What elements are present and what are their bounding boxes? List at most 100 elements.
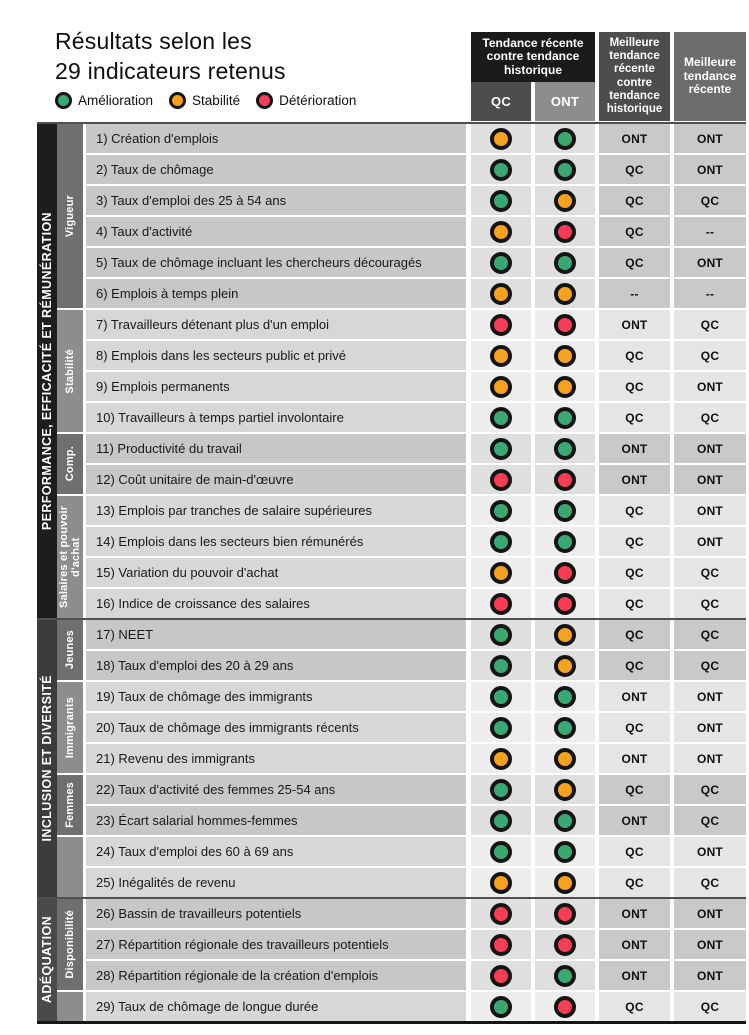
ont-status-dot-icon: [554, 685, 576, 708]
best-recent-value: ONT: [697, 844, 723, 859]
indicator-label: 29) Taux de chômage de longue durée: [96, 999, 319, 1014]
ont-status-dot-icon: [554, 437, 576, 460]
legend-item-amelioration: Amélioration: [55, 92, 153, 109]
best-recent-cell: ONT: [674, 682, 746, 711]
table-top-border: [37, 122, 746, 124]
qc-status-dot-icon: [490, 220, 512, 243]
best-vs-historic-value: ONT: [621, 441, 648, 456]
section-label-cell: INCLUSION ET DIVERSITÉ: [37, 620, 57, 897]
best-vs-historic-cell: QC: [599, 372, 670, 401]
indicator-label: 18) Taux d'emploi des 20 à 29 ans: [96, 658, 294, 673]
indicator-label-cell: 27) Répartition régionale des travailleu…: [86, 930, 466, 959]
best-vs-historic-cell: ONT: [599, 744, 670, 773]
best-vs-historic-cell: QC: [599, 620, 670, 649]
best-recent-value: --: [705, 224, 715, 239]
indicator-label: 5) Taux de chômage incluant les chercheu…: [96, 255, 422, 270]
best-recent-value: ONT: [697, 751, 723, 766]
qc-status-dot-icon: [490, 499, 512, 522]
qc-status-dot-icon: [490, 127, 512, 150]
indicator-label: 26) Bassin de travailleurs potentiels: [96, 906, 302, 921]
indicator-label-cell: 20) Taux de chômage des immigrants récen…: [86, 713, 466, 742]
section-label: PERFORMANCE, EFFICACITÉ ET RÉMUNÉRATION: [40, 211, 54, 531]
indicator-label-cell: 12) Coût unitaire de main-d'œuvre: [86, 465, 466, 494]
column-header-ont: ONT: [535, 82, 595, 121]
subgroup-label-cell: [57, 992, 83, 1021]
indicator-label: 1) Création d'emplois: [96, 131, 219, 146]
column-header-qc: QC: [471, 82, 531, 121]
best-recent-cell: ONT: [674, 155, 746, 184]
best-vs-historic-value: ONT: [621, 937, 648, 952]
ont-status-cell: [535, 620, 595, 649]
ont-status-dot-icon: [554, 344, 576, 367]
qc-status-dot-icon: [490, 406, 512, 429]
qc-status-dot-icon: [490, 840, 512, 863]
best-recent-cell: QC: [674, 775, 746, 804]
ont-status-dot-icon: [554, 406, 576, 429]
qc-status-cell: [471, 961, 531, 990]
best-recent-cell: QC: [674, 620, 746, 649]
best-vs-historic-cell: QC: [599, 837, 670, 866]
indicator-label: 7) Travailleurs détenant plus d'un emplo…: [96, 317, 330, 332]
best-recent-value: QC: [700, 348, 720, 363]
indicator-label: 14) Emplois dans les secteurs bien rémun…: [96, 534, 364, 549]
qc-status-cell: [471, 403, 531, 432]
best-recent-cell: ONT: [674, 744, 746, 773]
best-recent-cell: QC: [674, 806, 746, 835]
best-recent-cell: ONT: [674, 961, 746, 990]
indicator-label-cell: 1) Création d'emplois: [86, 124, 466, 153]
best-vs-historic-value: ONT: [621, 689, 648, 704]
qc-status-dot-icon: [490, 437, 512, 460]
best-recent-cell: --: [674, 217, 746, 246]
best-recent-value: ONT: [697, 720, 723, 735]
best-vs-historic-value: QC: [625, 255, 644, 270]
qc-status-dot-icon: [490, 809, 512, 832]
legend-item-stabilite: Stabilité: [169, 92, 240, 109]
column-header-trend-vs-historic: Tendance récente contre tendance histori…: [471, 32, 595, 82]
best-vs-historic-value: QC: [625, 627, 644, 642]
indicator-label-cell: 24) Taux d'emploi des 60 à 69 ans: [86, 837, 466, 866]
ont-status-cell: [535, 806, 595, 835]
section-divider: [37, 618, 746, 620]
legend-label: Stabilité: [192, 93, 241, 108]
ont-status-cell: [535, 868, 595, 897]
qc-status-dot-icon: [490, 995, 512, 1018]
indicator-label-cell: 6) Emplois à temps plein: [86, 279, 466, 308]
section-label-cell: PERFORMANCE, EFFICACITÉ ET RÉMUNÉRATION: [37, 124, 57, 618]
qc-status-dot-icon: [490, 530, 512, 553]
ont-status-cell: [535, 992, 595, 1021]
section-label: ADÉQUATION: [40, 916, 54, 1004]
indicator-label: 10) Travailleurs à temps partiel involon…: [96, 410, 344, 425]
ont-status-dot-icon: [554, 592, 576, 615]
best-recent-value: QC: [700, 627, 720, 642]
best-vs-historic-value: ONT: [621, 131, 648, 146]
indicator-label-cell: 19) Taux de chômage des immigrants: [86, 682, 466, 711]
subgroup-label-cell: Immigrants: [57, 682, 83, 773]
indicator-label: 16) Indice de croissance des salaires: [96, 596, 310, 611]
qc-status-dot-icon: [490, 468, 512, 491]
qc-status-dot-icon: [490, 902, 512, 925]
qc-status-dot-icon: [490, 189, 512, 212]
best-vs-historic-cell: QC: [599, 589, 670, 618]
best-recent-cell: ONT: [674, 899, 746, 928]
best-vs-historic-value: QC: [625, 658, 644, 673]
ont-status-dot-icon: [554, 747, 576, 770]
qc-status-dot-icon: [490, 747, 512, 770]
best-vs-historic-cell: QC: [599, 775, 670, 804]
qc-status-cell: [471, 930, 531, 959]
best-vs-historic-value: QC: [625, 720, 644, 735]
indicator-label: 4) Taux d'activité: [96, 224, 193, 239]
best-vs-historic-cell: QC: [599, 713, 670, 742]
ont-status-cell: [535, 651, 595, 680]
best-vs-historic-cell: QC: [599, 217, 670, 246]
subgroup-label-cell: Vigueur: [57, 124, 83, 308]
best-recent-cell: ONT: [674, 930, 746, 959]
best-vs-historic-cell: ONT: [599, 806, 670, 835]
ont-status-cell: [535, 961, 595, 990]
qc-status-cell: [471, 682, 531, 711]
best-vs-historic-value: ONT: [621, 813, 648, 828]
best-vs-historic-value: QC: [625, 348, 644, 363]
best-recent-value: QC: [700, 317, 720, 332]
indicator-label-cell: 23) Écart salarial hommes-femmes: [86, 806, 466, 835]
ont-status-cell: [535, 403, 595, 432]
ont-status-cell: [535, 248, 595, 277]
